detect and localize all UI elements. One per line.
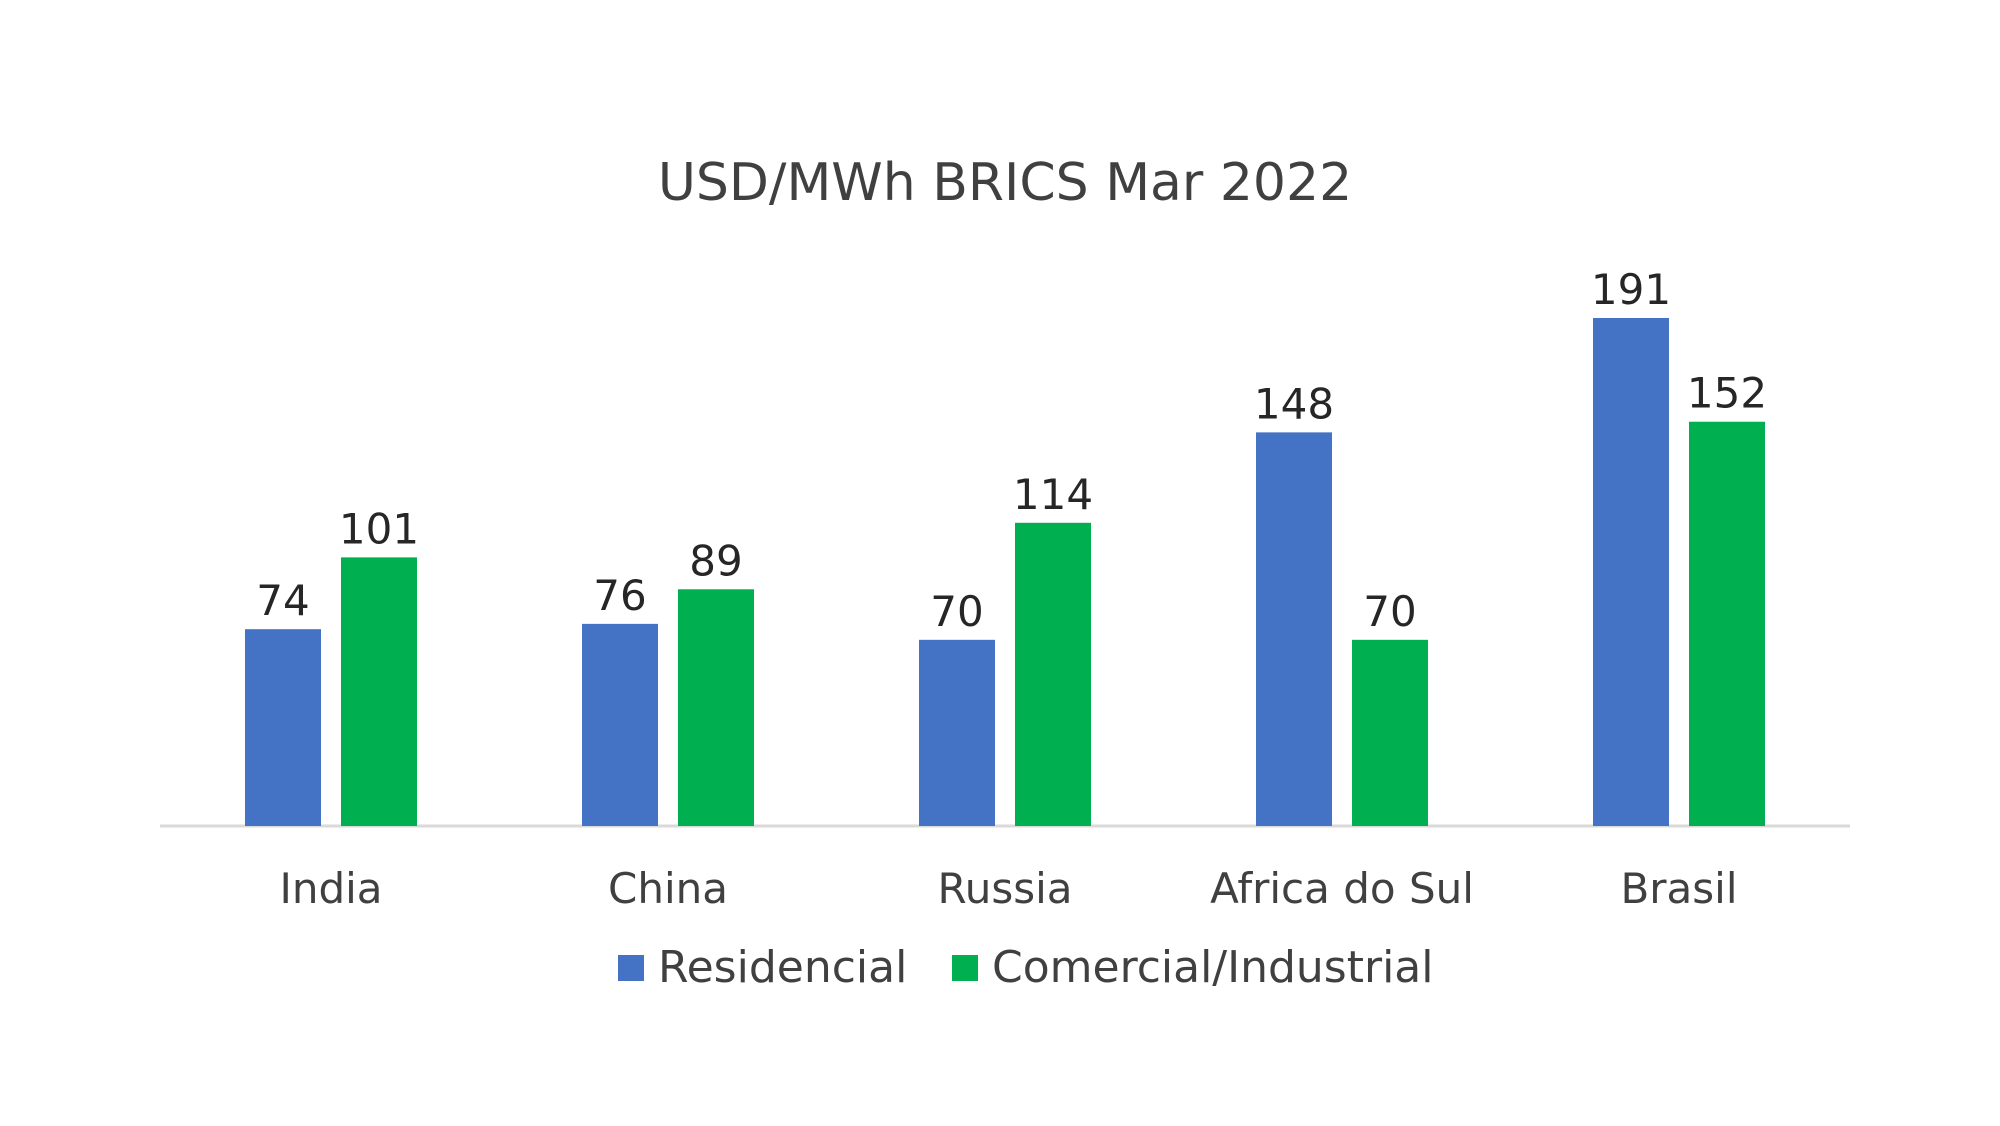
data-label: 191 bbox=[1591, 265, 1671, 314]
bar-comercial-industrial-africa-do-sul bbox=[1352, 639, 1428, 826]
data-label: 70 bbox=[1363, 587, 1416, 636]
category-labels-group: India China Russia Africa do Sul Brasil bbox=[279, 864, 1737, 913]
data-label: 76 bbox=[593, 571, 646, 620]
bar-comercial-industrial-brasil bbox=[1689, 421, 1765, 826]
data-label: 101 bbox=[339, 504, 419, 553]
legend-swatch bbox=[618, 955, 644, 981]
bars-group bbox=[245, 318, 1765, 826]
data-label: 148 bbox=[1254, 379, 1334, 428]
category-label: China bbox=[608, 864, 728, 913]
data-label: 70 bbox=[930, 587, 983, 636]
legend-swatch bbox=[952, 955, 978, 981]
bar-comercial-industrial-russia bbox=[1015, 522, 1091, 826]
data-label: 74 bbox=[256, 576, 309, 625]
bar-residencial-russia bbox=[919, 639, 995, 826]
legend: Residencial Comercial/Industrial bbox=[618, 942, 1433, 993]
data-labels-group: 74 101 76 89 70 114 148 70 191 152 bbox=[256, 265, 1767, 636]
data-label: 152 bbox=[1687, 369, 1767, 418]
bar-residencial-india bbox=[245, 629, 321, 826]
bar-residencial-brasil bbox=[1593, 318, 1669, 826]
legend-label: Comercial/Industrial bbox=[992, 942, 1433, 993]
legend-label: Residencial bbox=[658, 942, 907, 993]
category-label: India bbox=[279, 864, 382, 913]
bar-residencial-china bbox=[582, 623, 658, 826]
category-label: Russia bbox=[937, 864, 1072, 913]
bar-comercial-industrial-india bbox=[341, 557, 417, 826]
data-label: 89 bbox=[689, 536, 742, 585]
bar-comercial-industrial-china bbox=[678, 589, 754, 826]
bar-residencial-africa-do-sul bbox=[1256, 432, 1332, 826]
category-label: Africa do Sul bbox=[1210, 864, 1474, 913]
category-label: Brasil bbox=[1620, 864, 1737, 913]
data-label: 114 bbox=[1013, 470, 1093, 519]
chart-title: USD/MWh BRICS Mar 2022 bbox=[658, 153, 1352, 213]
